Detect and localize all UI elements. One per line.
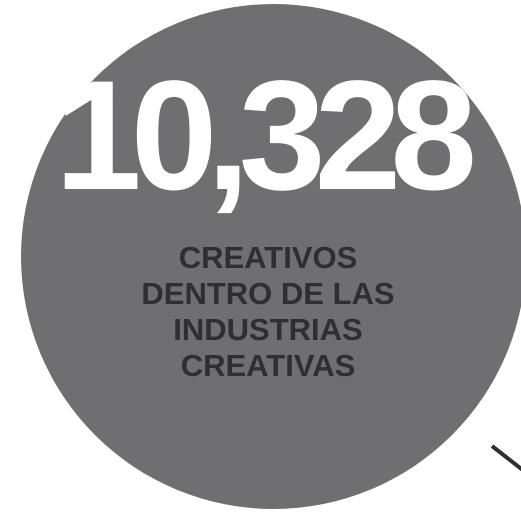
caption-line-4: CREATIVAS	[180, 348, 356, 383]
decorative-line	[490, 444, 521, 478]
stat-number: 10,328	[54, 49, 477, 223]
stat-caption: CREATIVOS DENTRO DE LAS INDUSTRIAS CREAT…	[108, 240, 428, 384]
stat-circle	[21, 4, 521, 509]
caption-line-3: INDUSTRIAS	[173, 312, 363, 347]
caption-line-1: CREATIVOS	[178, 240, 358, 275]
caption-line-2: DENTRO DE LAS	[141, 276, 395, 311]
